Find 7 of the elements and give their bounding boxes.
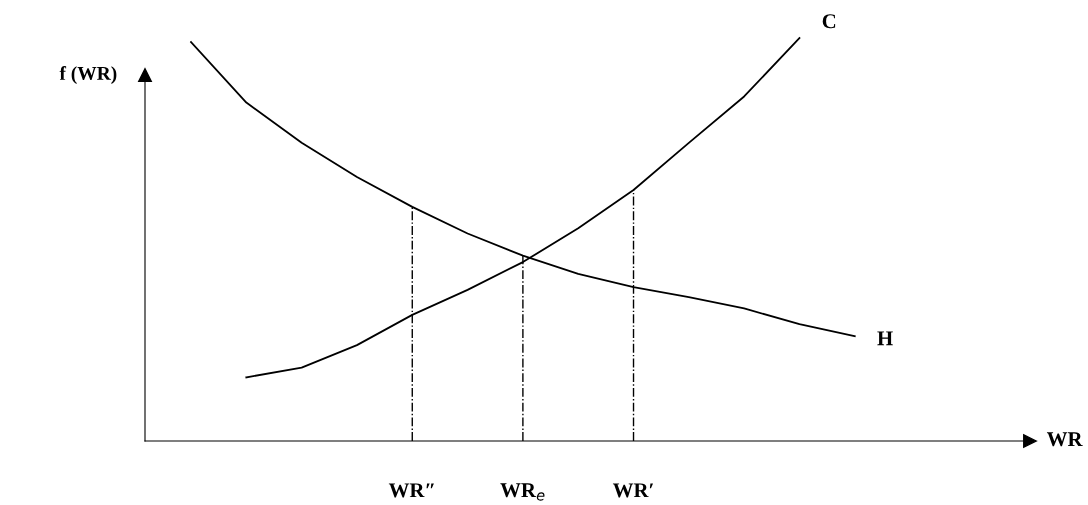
text: WR: [1046, 432, 1083, 447]
series-label: C: [822, 14, 836, 29]
x-tick-label: WR″: [388, 483, 434, 498]
x-tick-label: WR′: [612, 483, 654, 498]
y-axis-title: f (WR): [59, 66, 117, 84]
series-label: H: [877, 331, 893, 346]
x-tick-label: WR$_{e}$: [500, 483, 545, 501]
